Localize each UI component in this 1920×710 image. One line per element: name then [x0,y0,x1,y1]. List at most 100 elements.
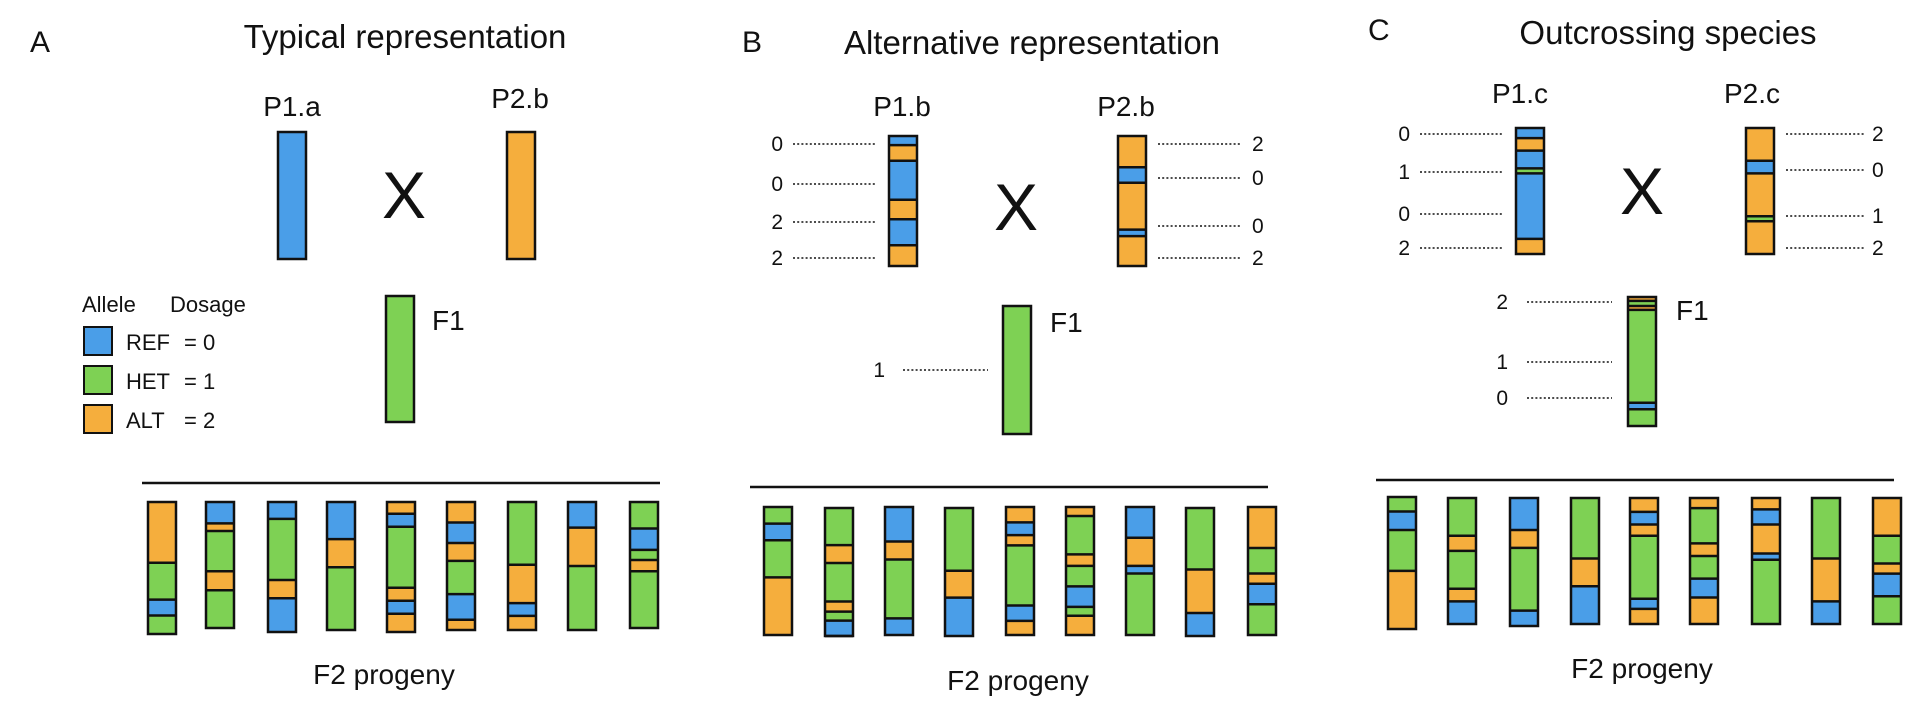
panel-a-parent1-chromosome [276,130,308,261]
panel-b-f2-chromosome-3-outline [883,505,915,637]
panel-b-f2-chromosome-4-segment-alt [945,570,973,598]
panel-c-f2-chromosome-9-segment-alt [1873,498,1901,536]
panel-c-parent1-label: P1.c [1492,78,1548,109]
panel-c-f2-chromosome-1-outline [1386,495,1418,631]
panel-a-f2-chromosome-8-segment-het [568,566,596,630]
panel-c-f2-chromosome-5-segment-alt [1630,524,1658,536]
panel-c-f2-chromosome-4-segment-het [1571,498,1599,559]
panel-c-f2-chromosome-6-segment-het [1690,555,1718,579]
panel-a-f1-chromosome [384,294,416,424]
panel-b-f2-chromosome-6 [1064,505,1096,637]
panel-c-parent1-chromosome [1514,126,1546,256]
panel-c-parent1-chromosome-outline [1514,126,1546,256]
panel-c-f2-chromosome-5-outline [1628,496,1660,626]
panel-b-f2-chromosome-9-segment-alt [1248,573,1276,584]
panel-a-f1-chromosome-segment-het [386,296,414,422]
panel-a-f2-chromosome-8 [566,500,598,632]
panel-c-f2-chromosome-3-segment-ref [1510,498,1538,530]
panel-a-f2-chromosome-1-segment-het [148,562,176,600]
panel-b-parent1-locus-1-dosage-label: 0 [771,173,783,196]
panel-b-f2-chromosome-6-segment-ref [1066,586,1094,607]
panel-b-f2-chromosome-6-segment-alt [1066,615,1094,635]
panel-c-f2-chromosome-6 [1688,496,1720,626]
panel-a-f2-chromosome-2-segment-ref [206,502,234,524]
panel-b-parent2-locus-1-dosage-label: 0 [1252,167,1264,190]
legend-het-dosage: = 1 [184,369,215,394]
panel-a-parent1-label: P1.a [263,91,321,122]
panel-b-f2-chromosome-9-segment-alt [1248,507,1276,548]
panel-c-f1-chromosome-segment-het [1628,300,1656,307]
panel-b-f2-chromosome-9 [1246,505,1278,637]
panel-b-parent1-label: P1.b [873,91,931,122]
panel-b-f2-chromosome-7-segment-alt [1126,537,1154,566]
panel-c-parent1-chromosome-segment-alt [1516,138,1544,151]
panel-a-f2-chromosome-3-segment-het [268,518,296,580]
panel-a-f2-chromosome-9-segment-het [630,502,658,529]
panel-a-f2-chromosome-2-segment-alt [206,571,234,591]
panel-c-f2-chromosome-5-segment-het [1630,535,1658,599]
panel-c-f2-chromosome-3-segment-ref [1510,610,1538,626]
panel-b-f2-chromosome-2-segment-alt [825,601,853,612]
panel-b-f1-chromosome-segment-het [1003,306,1031,434]
panel-b-f2-chromosome-2-segment-ref [825,620,853,636]
panel-b-f2-chromosome-1-outline [762,505,794,637]
legend-ref-dosage: = 0 [184,330,215,355]
panel-a-f2-chromosome-3 [266,500,298,634]
panel-b-f2-chromosome-2-segment-alt [825,545,853,564]
panel-a-f2-chromosome-5-outline [385,500,417,634]
panel-b-f2-chromosome-2-segment-het [825,508,853,546]
panel-a-f2-chromosome-5-segment-ref [387,600,415,614]
panel-a-f2-chromosome-7-outline [506,500,538,632]
panel-c-f2-chromosome-6-segment-alt [1690,543,1718,556]
panel-c-f2-chromosome-4-segment-ref [1571,586,1599,624]
panel-c-f2-chromosome-5-segment-ref [1630,511,1658,525]
panel-c-progeny-label: F2 progeny [1571,653,1713,684]
panel-a-f2-chromosome-4 [325,500,357,632]
panel-b-parent1-chromosome-segment-ref [889,136,917,146]
panel-c-parent1-chromosome-segment-ref [1516,173,1544,239]
panel-a-f2-chromosome-5-segment-alt [387,613,415,632]
panel-b-f2-chromosome-7-segment-het [1126,573,1154,635]
chromosome-bars: 0 0 2 2 2 0 0 2 1 0 1 0 2 2 0 1 2 2 1 0 [146,123,1903,638]
panel-a-f2-chromosome-9-segment-het [630,571,658,628]
panel-c-parent2-locus-3-dosage-label: 2 [1872,237,1884,260]
panel-a-f2-chromosome-2-segment-alt [206,523,234,531]
panel-b-f2-chromosome-5-segment-het [1006,545,1034,606]
panel-a-f2-chromosome-4-segment-alt [327,539,355,568]
panel-a-parent1-chromosome-outline [276,130,308,261]
panel-b-f2-chromosome-2-outline [823,506,855,638]
panel-b: B Alternative representation P1.b P2.b X… [742,24,1268,696]
panel-b-f2-chromosome-6-segment-het [1066,565,1094,587]
panel-c-parent2-label: P2.c [1724,78,1780,109]
panel-b-parent1-chromosome-segment-ref [889,219,917,246]
panel-b-parent2-label: P2.b [1097,91,1155,122]
panel-c-parent1-chromosome-segment-ref [1516,150,1544,169]
panel-b-f2-chromosome-5 [1004,505,1036,637]
panel-b-f2-chromosome-1 [762,505,794,637]
panel-b-f2-chromosome-8-outline [1184,506,1216,638]
panel-a-f2-chromosome-9-segment-het [630,549,658,560]
panel-a-f2-chromosome-5-segment-ref [387,513,415,527]
panel-c-title: Outcrossing species [1519,14,1816,51]
panel-b-f2-chromosome-9-segment-het [1248,547,1276,574]
panel-b-f2-chromosome-9-outline [1246,505,1278,637]
panel-b-f2-chromosome-3 [883,505,915,637]
legend-ref-swatch [83,326,113,356]
panel-b-f2-chromosome-2-segment-het [825,611,853,621]
panel-c-f2-chromosome-9-segment-ref [1873,573,1901,597]
panel-a-f1-chromosome-outline [384,294,416,424]
panel-b-f2-chromosome-4-segment-ref [945,597,973,636]
panel-c-f1-chromosome-segment-ref [1628,402,1656,410]
panel-b-f2-chromosome-6-segment-alt [1066,507,1094,516]
panel-c-f2-chromosome-2-segment-alt [1448,535,1476,551]
panel-b-title: Alternative representation [844,24,1220,61]
panel-a-cross-symbol: X [382,158,426,232]
panel-c-letter: C [1368,14,1390,47]
panel-a-f2-chromosome-6-segment-alt [447,542,475,561]
panel-a-f2-chromosome-9 [628,500,660,630]
panel-c-parent2-chromosome-segment-het [1746,216,1774,222]
legend-alt-allele: ALT [126,408,165,433]
panel-c-parent2-chromosome-segment-ref [1746,160,1774,174]
panel-c-parent2-chromosome-segment-alt [1746,173,1774,217]
panel-b-f2-chromosome-3-segment-alt [885,541,913,560]
